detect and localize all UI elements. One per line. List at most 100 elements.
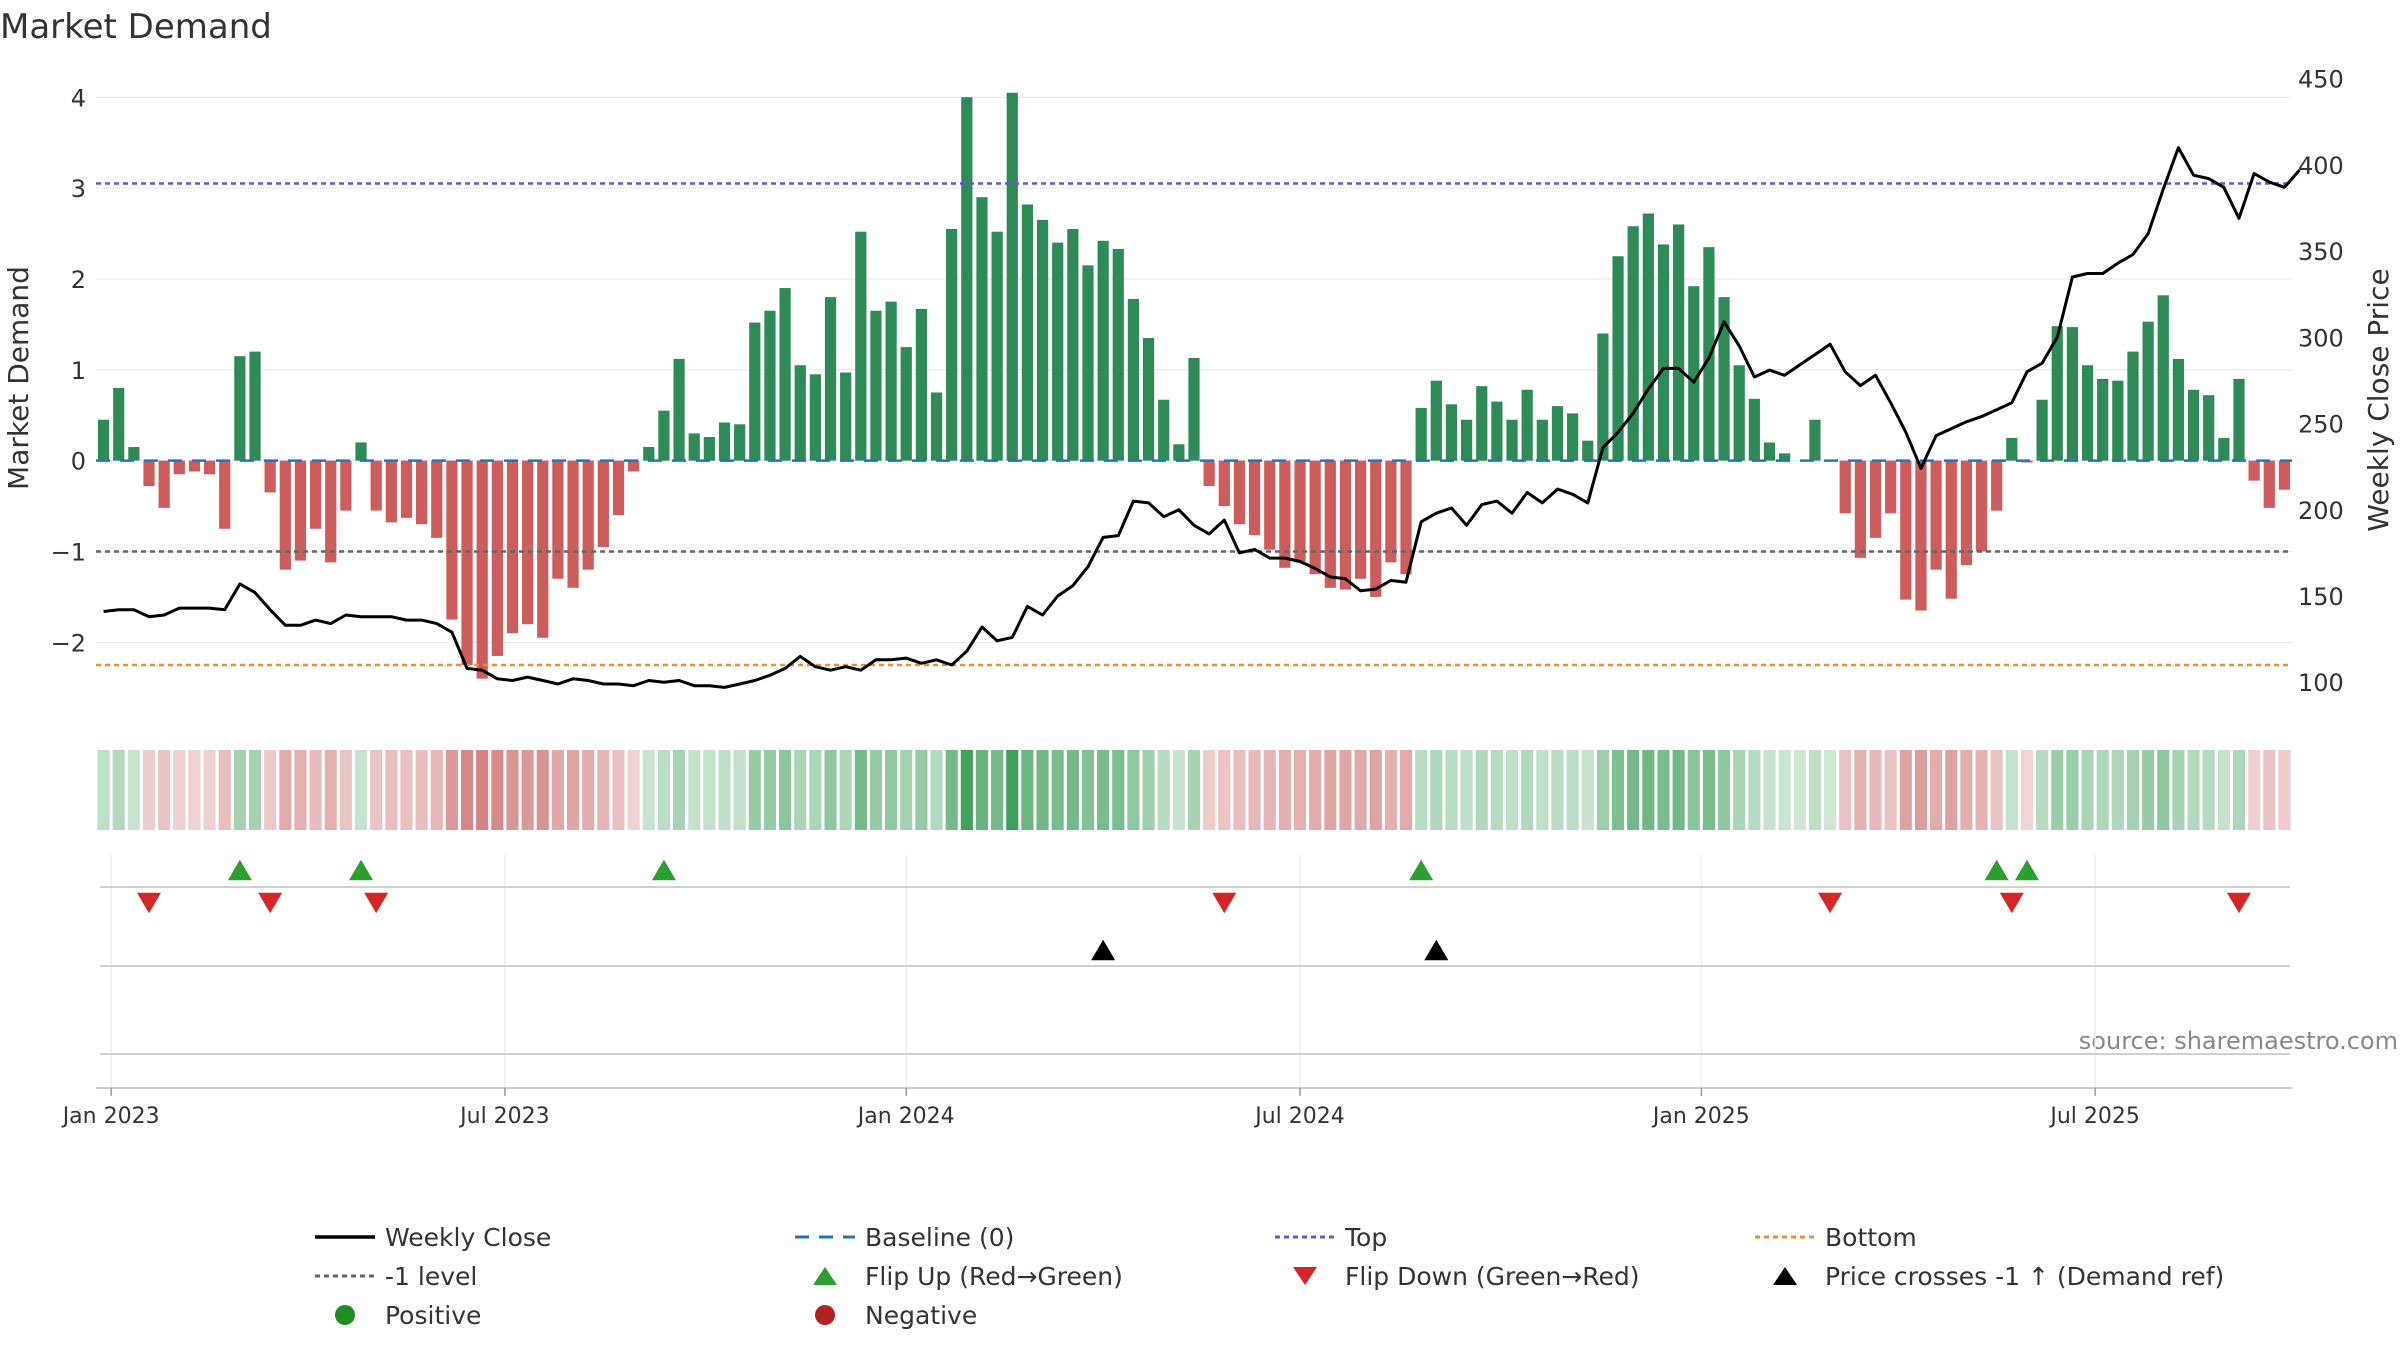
strip-cell — [1354, 750, 1367, 830]
demand-bar — [1718, 297, 1730, 461]
strip-cell — [582, 750, 595, 830]
demand-bar — [1869, 460, 1882, 538]
strip-cell — [1566, 750, 1579, 830]
legend-label: Baseline (0) — [865, 1223, 1014, 1252]
strip-cell — [2111, 750, 2124, 830]
strip-cell — [218, 750, 231, 830]
strip-cell — [173, 750, 186, 830]
strip-cell — [506, 750, 519, 830]
strip-cell — [1445, 750, 1458, 830]
strip-cell — [1051, 750, 1064, 830]
strip-cell — [2005, 750, 2018, 830]
legend-label: Flip Down (Green→Red) — [1345, 1262, 1640, 1291]
demand-bar — [1476, 386, 1488, 461]
demand-bar — [1445, 404, 1458, 461]
legend: Weekly Close Baseline (0) Top Bottom -1 leve… — [315, 1223, 2224, 1330]
strip-cell — [339, 750, 352, 830]
demand-bar — [400, 460, 413, 518]
strip-cell — [2248, 750, 2261, 830]
demand-bar — [855, 231, 867, 461]
demand-bar — [1309, 460, 1321, 575]
demand-bar — [1324, 460, 1336, 588]
demand-bar — [991, 231, 1003, 461]
strip-cell — [839, 750, 852, 830]
strip-cell — [1490, 750, 1503, 830]
strip-cell — [763, 750, 777, 830]
strip-cell — [1718, 750, 1731, 830]
demand-bar — [1142, 337, 1155, 461]
strip-cell — [1505, 750, 1519, 830]
demand-bar — [2036, 399, 2048, 461]
strip-cell — [2096, 750, 2109, 830]
x-tick-label: Jul 2024 — [1253, 1104, 1345, 1129]
legend-item: Negative — [815, 1301, 977, 1330]
demand-bar — [1461, 419, 1473, 461]
strip-cell — [1642, 750, 1655, 830]
demand-bar — [1006, 92, 1018, 461]
demand-bar — [173, 460, 185, 475]
demand-bar — [2187, 389, 2200, 461]
legend-item: Bottom — [1755, 1223, 1917, 1252]
strip-cell — [415, 750, 428, 830]
legend-label: Price crosses -1 ↑ (Demand ref) — [1825, 1262, 2224, 1291]
flip-down-marker — [258, 892, 283, 914]
demand-bar — [461, 460, 473, 666]
strip-cell — [400, 750, 413, 830]
demand-bar — [946, 228, 958, 461]
demand-bar — [1627, 226, 1639, 461]
demand-bar — [1733, 365, 1745, 461]
strip-cell — [2202, 750, 2215, 830]
demand-bar — [1218, 460, 1230, 507]
left-tick-label: 4 — [71, 84, 86, 112]
demand-bar — [1354, 460, 1367, 579]
demand-bar — [219, 460, 231, 529]
demand-bar — [567, 460, 579, 588]
strip-cell — [1990, 750, 2003, 830]
demand-bar — [1763, 442, 1776, 461]
strip-cell — [567, 750, 580, 830]
demand-bar — [597, 460, 609, 547]
demand-bar — [2081, 365, 2094, 461]
demand-bar — [1521, 389, 1533, 461]
demand-bar — [1960, 460, 1972, 566]
strip-cell — [1248, 750, 1261, 830]
strip-cell — [642, 750, 655, 830]
strip-cell — [991, 750, 1004, 830]
strip-cell — [233, 750, 246, 830]
legend-swatch-dot — [335, 1305, 355, 1325]
demand-bar — [2233, 378, 2245, 461]
strip-cell — [1672, 750, 1685, 830]
demand-bar — [779, 288, 791, 461]
demand-bar — [1930, 460, 1942, 570]
demand-bar — [2112, 380, 2124, 461]
strip-cell — [491, 750, 504, 830]
flip-down-marker — [364, 892, 389, 914]
strip-cell — [264, 750, 277, 830]
strength-strip — [97, 750, 2291, 830]
left-tick-label: 0 — [71, 448, 86, 476]
demand-bar — [264, 460, 276, 493]
event-markers — [100, 859, 2290, 1055]
demand-bar — [1612, 256, 1624, 461]
demand-bar — [885, 301, 897, 461]
legend-item: Top — [1275, 1223, 1387, 1252]
x-tick-label: Jan 2023 — [61, 1104, 160, 1129]
strip-cell — [960, 750, 973, 830]
demand-bar — [294, 460, 307, 561]
price-line — [103, 146, 2301, 689]
demand-bar — [1854, 460, 1866, 558]
demand-bar — [446, 460, 458, 620]
demand-bar — [1748, 398, 1760, 461]
strip-cell — [869, 750, 883, 830]
strip-cell — [430, 750, 443, 830]
demand-bar — [1082, 265, 1094, 461]
demand-bar — [734, 424, 746, 461]
strip-cell — [1611, 750, 1625, 830]
strip-cell — [1460, 750, 1473, 830]
demand-bar — [385, 460, 397, 523]
legend-item: -1 level — [315, 1262, 477, 1291]
demand-bar — [658, 410, 670, 461]
price-cross-marker — [1424, 939, 1449, 961]
strip-cell — [1142, 750, 1155, 830]
strip-cell — [900, 750, 913, 830]
